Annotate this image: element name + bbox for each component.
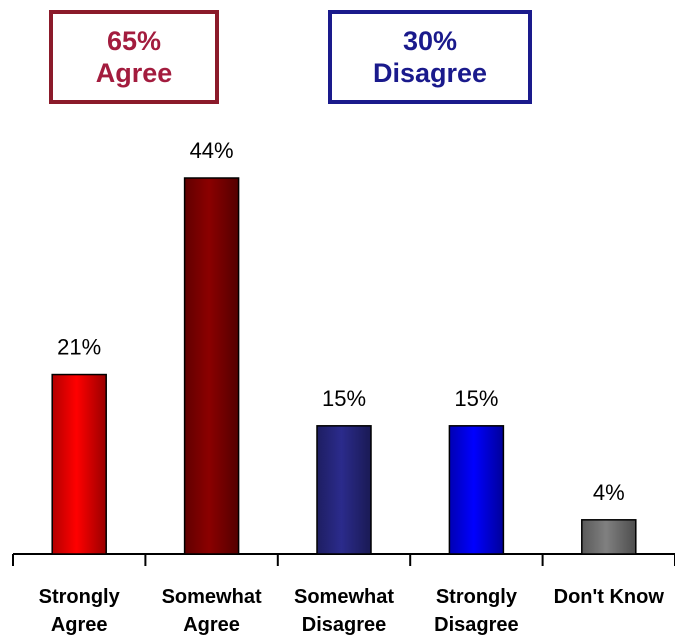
x-tick-label: Somewhat [294, 586, 394, 608]
bar [183, 177, 240, 555]
data-label: 4% [593, 480, 625, 505]
agree-summary-box: 65% Agree [49, 10, 219, 104]
x-tick-label: Agree [183, 614, 240, 636]
disagree-label: Disagree [372, 58, 488, 88]
x-tick-label: Disagree [434, 614, 519, 636]
disagree-summary-box: 30% Disagree [328, 10, 532, 104]
bar [51, 373, 107, 555]
data-label: 15% [322, 386, 366, 411]
data-label: 21% [57, 335, 101, 360]
disagree-percent: 30% [402, 26, 458, 56]
x-tick-label: Disagree [302, 614, 387, 636]
x-tick-label: Agree [51, 614, 108, 636]
bar [316, 425, 372, 555]
x-tick-label: Somewhat [162, 586, 262, 608]
bar [448, 425, 505, 555]
x-tick-label: Don't Know [554, 586, 665, 608]
data-label: 15% [454, 386, 498, 411]
data-label: 44% [190, 138, 234, 163]
agree-label: Agree [95, 58, 173, 88]
agree-percent: 65% [106, 26, 162, 56]
x-tick-label: Strongly [39, 586, 121, 608]
x-tick-label: Strongly [436, 586, 518, 608]
bar [581, 519, 637, 555]
